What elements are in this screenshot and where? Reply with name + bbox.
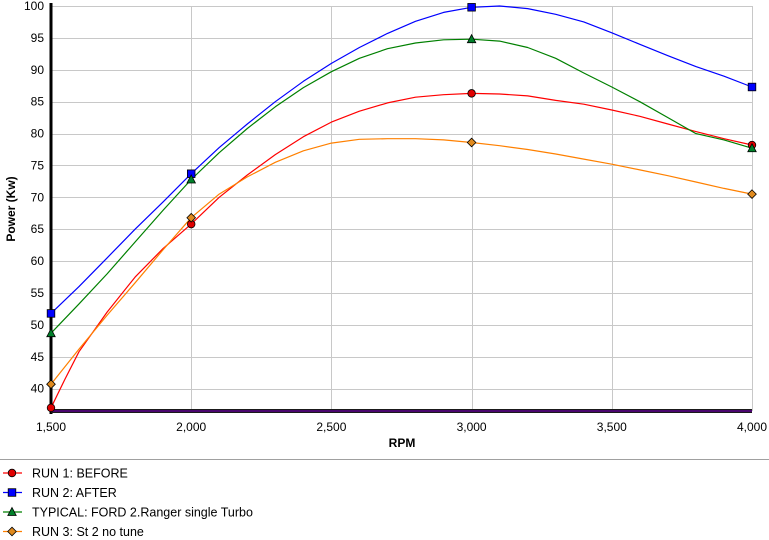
series-3-marker-0: [46, 379, 56, 390]
series-3-marker-2: [466, 137, 477, 148]
series-0-marker-0: [46, 403, 56, 413]
series-3-marker-1: [186, 212, 197, 223]
legend-marker-3: [7, 526, 17, 537]
y-tick-label-7: 75: [31, 158, 45, 172]
y-tick-label-1: 45: [31, 350, 45, 364]
series-2-marker-0: [46, 327, 56, 338]
series-line-0: [50, 92, 753, 409]
y-tick-label-9: 85: [31, 95, 45, 109]
legend-marker-2: [7, 506, 17, 516]
legend-label-0: RUN 1: BEFORE: [32, 467, 128, 481]
y-tick-label-2: 50: [31, 318, 45, 332]
series-line-3: [50, 138, 753, 385]
series-lines: [50, 5, 753, 409]
y-tick-label-8: 80: [31, 127, 45, 141]
y-tick-label-6: 70: [31, 190, 45, 204]
x-tick-label-3: 3,000: [457, 420, 487, 434]
series-0-marker-2: [467, 89, 476, 98]
series-2-marker-2: [466, 33, 477, 44]
y-tick-label-12: 100: [24, 0, 44, 13]
legend-label-2: TYPICAL: FORD 2.Ranger single Turbo: [32, 506, 253, 520]
series-2-marker-1: [186, 174, 197, 184]
legend-label-3: RUN 3: St 2 no tune: [32, 525, 144, 539]
series-3-marker-3: [747, 189, 757, 200]
y-tick-label-3: 55: [31, 286, 45, 300]
series-1-marker-3: [747, 82, 757, 92]
series-markers: [46, 3, 757, 413]
y-tick-label-4: 60: [31, 254, 45, 268]
legend-marker-0: [7, 468, 17, 478]
y-tick-label-10: 90: [31, 63, 45, 77]
series-line-2: [50, 38, 753, 334]
y-tick-label-5: 65: [31, 222, 45, 236]
x-tick-label-1: 2,000: [176, 420, 206, 434]
grid-lines: [51, 6, 753, 411]
series-1-marker-0: [46, 309, 56, 318]
legend: RUN 1: BEFORE RUN 2: AFTER TYPICAL: FORD 2…: [3, 467, 253, 539]
y-axis-title: Power (Kw): [4, 176, 18, 241]
legend-label-1: RUN 2: AFTER: [32, 486, 117, 500]
axes: [49, 3, 752, 414]
series-1-marker-2: [467, 3, 476, 12]
x-axis-title: RPM: [389, 436, 416, 450]
legend-marker-1: [7, 488, 17, 497]
x-tick-label-5: 4,000: [737, 420, 767, 434]
y-tick-label-11: 95: [31, 31, 45, 45]
tick-labels: 40 45 50 55 60 65 70 75 80 85 90 95 100 1,500 2,000 2,5…: [24, 0, 767, 434]
series-line-1: [50, 5, 753, 314]
x-tick-label-0: 1,500: [36, 420, 66, 434]
x-tick-label-2: 2,500: [316, 420, 346, 434]
x-tick-label-4: 3,500: [597, 420, 627, 434]
y-tick-label-0: 40: [31, 382, 45, 396]
series-2-marker-3: [747, 142, 757, 153]
